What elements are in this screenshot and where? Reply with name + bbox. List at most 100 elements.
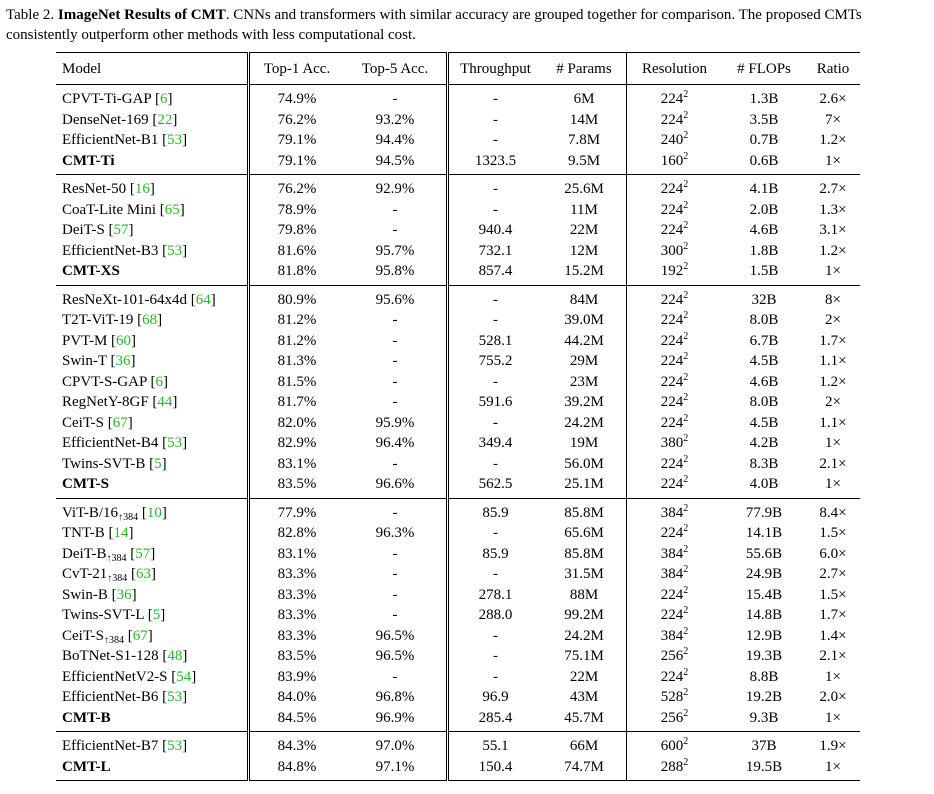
params-cell: 7.8M <box>567 132 601 149</box>
top1-cell: 84.8% <box>247 756 344 781</box>
model-name: CeiT-S <box>62 414 104 431</box>
resolution-exponent: 2 <box>683 179 689 191</box>
model-name: Twins-SVT-L <box>62 607 145 624</box>
params-cell: 84M <box>542 284 627 310</box>
thru-cell: 940.4 <box>446 220 542 241</box>
model-name: Swin-B <box>62 586 108 603</box>
model-name: EfficientNet-B1 <box>62 132 159 149</box>
resolution-exponent: 2 <box>683 310 689 322</box>
model-cell: Swin-T [36] <box>62 353 136 370</box>
citation-link[interactable]: 67 <box>112 414 128 431</box>
citation-link[interactable]: 36 <box>116 586 132 603</box>
citation-link[interactable]: 5 <box>154 455 162 472</box>
table-row-highlight: CMT-B 84.5% 96.9% 285.4 45.7M 2562 9.3B 1× <box>56 707 860 732</box>
citation-link[interactable]: 5 <box>152 607 161 624</box>
citation-link[interactable]: 44 <box>157 394 173 411</box>
flops-cell: 4.5B <box>749 414 779 431</box>
citation-link[interactable]: 10 <box>146 504 162 521</box>
model-name: PVT-M <box>62 332 108 349</box>
resolution-cell: 2242 <box>626 199 722 220</box>
model-name: ResNeXt-101-64x4d <box>62 291 187 308</box>
params-cell: 56.0M <box>564 455 604 472</box>
citation-link[interactable]: 57 <box>113 222 129 239</box>
top1-cell: 76.2% <box>247 109 344 130</box>
params-cell: 6M <box>542 84 627 110</box>
resolution-cell: 3802 <box>626 433 722 454</box>
ratio-cell: 1× <box>825 152 841 169</box>
thru-cell: 85.9 <box>446 543 542 564</box>
params-cell: 11M <box>570 201 598 218</box>
citation-link[interactable]: 53 <box>167 242 183 259</box>
thru-cell: 857.4 <box>446 261 542 285</box>
top5-cell: 97.0% <box>344 731 448 757</box>
model-name: ResNet-50 <box>62 181 127 198</box>
citation-link[interactable]: 64 <box>195 291 211 308</box>
ratio-cell: 2.0× <box>819 689 847 706</box>
citation-link[interactable]: 14 <box>113 525 129 542</box>
ratio-cell: 6.0× <box>819 545 847 562</box>
citation-link[interactable]: 22 <box>157 111 173 128</box>
top5-cell: - <box>392 607 398 624</box>
ratio-cell: 1× <box>825 709 841 726</box>
ratio-cell: 2× <box>825 312 841 329</box>
model-name: RegNetY-8GF <box>62 394 149 411</box>
params-cell: 65.6M <box>564 525 604 542</box>
model-name: CMT-L <box>62 758 111 775</box>
col-header-params: # Params <box>542 52 627 85</box>
table-row: EfficientNet-B4 [53] 82.9% 96.4% 349.4 19M 38… <box>56 433 860 454</box>
resolution-cell: 2242 <box>626 666 722 687</box>
params-cell: 15.2M <box>564 263 604 280</box>
table-row: T2T-ViT-19 [68] 81.2% - - 39.0M 2242 8.0B 2× <box>56 310 860 331</box>
table-row: EfficientNet-B6 [53] 84.0% 96.8% 96.9 43M 528… <box>56 687 860 708</box>
citation-link[interactable]: 54 <box>176 668 192 685</box>
col-header-top5: Top-5 Acc. <box>344 52 448 85</box>
model-cell: T2T-ViT-19 [68] <box>62 312 163 329</box>
model-cell: CMT-B <box>56 708 249 732</box>
top1-cell: 81.2% <box>247 310 344 331</box>
citation-link[interactable]: 65 <box>164 201 180 218</box>
thru-cell: - <box>446 174 542 200</box>
model-cell: DeiT-S [57] <box>62 222 134 239</box>
citation-link[interactable]: 6 <box>159 91 168 108</box>
resolution-value: 224 <box>660 222 684 239</box>
citation-link[interactable]: 63 <box>136 566 152 583</box>
citation-link[interactable]: 53 <box>167 689 183 706</box>
model-cell: ResNeXt-101-64x4d [64] <box>56 284 249 310</box>
model-name: Swin-T <box>62 353 107 370</box>
params-cell: 25.6M <box>542 174 627 200</box>
top1-cell: 81.8% <box>247 261 344 285</box>
citation-link[interactable]: 16 <box>134 181 150 198</box>
top5-cell: 96.5% <box>375 648 415 665</box>
resolution-cell: 2242 <box>626 412 722 433</box>
flops-cell: 37B <box>722 731 806 757</box>
resolution-exponent: 2 <box>683 89 689 101</box>
model-name: CPVT-S-GAP <box>62 373 147 390</box>
citation-link[interactable]: 53 <box>167 738 183 755</box>
thru-cell: - <box>446 130 542 151</box>
model-cell: DeiT-B↑384 [57] <box>62 545 156 564</box>
citation-link[interactable]: 36 <box>115 353 131 370</box>
flops-cell: 0.7B <box>749 132 779 149</box>
params-cell: 14M <box>569 111 599 128</box>
ratio-cell: 8.4× <box>806 497 860 523</box>
table-row: DenseNet-169 [22] 76.2% 93.2% - 14M 2242 3.5B 7… <box>56 109 860 130</box>
resolution-exponent: 2 <box>683 646 689 658</box>
citation-link[interactable]: 67 <box>132 627 148 644</box>
citation-link[interactable]: 6 <box>155 373 164 390</box>
caption-text: . CNNs and transformers with similar acc… <box>6 7 862 43</box>
flops-cell: 6.7B <box>749 332 779 349</box>
citation-link[interactable]: 53 <box>167 132 183 149</box>
top1-cell: 82.8% <box>247 523 344 544</box>
model-cell: Twins-SVT-L [5] <box>62 607 166 624</box>
citation-link[interactable]: 60 <box>116 332 132 349</box>
table-row: Twins-SVT-B [5] 83.1% - - 56.0M 2242 8.3B 2.1× <box>56 453 860 474</box>
model-cell: EfficientNetV2-S [54] <box>62 668 197 685</box>
top1-cell: 81.2% <box>247 330 344 351</box>
citation-link[interactable]: 68 <box>142 312 158 329</box>
citation-link[interactable]: 57 <box>135 545 151 562</box>
citation-link[interactable]: 48 <box>167 648 183 665</box>
top1-cell: 83.1% <box>247 453 344 474</box>
resolution-cell: 2242 <box>626 584 722 605</box>
citation-link[interactable]: 53 <box>167 435 183 452</box>
resolution-exponent: 2 <box>683 736 689 748</box>
